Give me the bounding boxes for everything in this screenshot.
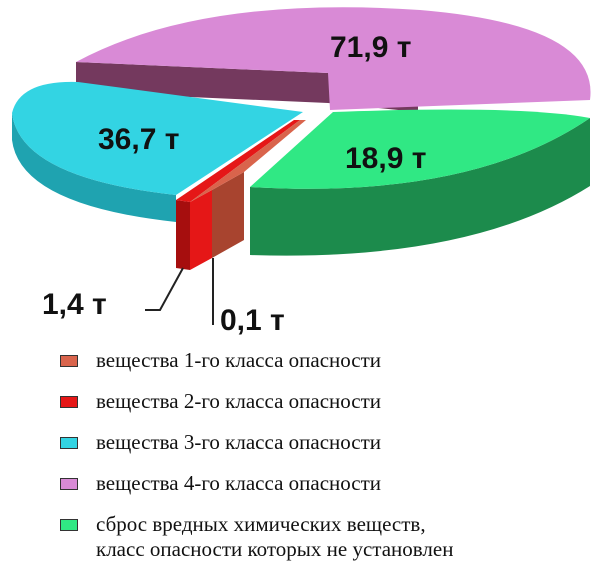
slice-side-class5 xyxy=(250,118,590,256)
slice-class3 xyxy=(12,81,303,195)
slice-side-class2 xyxy=(176,200,190,270)
slice-class5 xyxy=(250,109,590,189)
legend: вещества 1-го класса опасности вещества … xyxy=(60,348,600,562)
leader-line-class2 xyxy=(145,267,184,311)
legend-item-class4: вещества 4-го класса опасности xyxy=(60,471,600,496)
legend-swatch-class4 xyxy=(60,478,78,490)
legend-item-class1: вещества 1-го класса опасности xyxy=(60,348,600,373)
legend-item-class3: вещества 3-го класса опасности xyxy=(60,430,600,455)
legend-label-class4: вещества 4-го класса опасности xyxy=(96,471,382,495)
slice-class1 xyxy=(190,120,306,202)
slice-class2 xyxy=(176,120,300,202)
legend-label-class3: вещества 3-го класса опасности xyxy=(96,430,382,454)
slice-tops xyxy=(12,7,591,202)
slice-side-class1 xyxy=(212,172,244,258)
legend-item-class2: вещества 2-го класса опасности xyxy=(60,389,600,414)
data-label-class1: 0,1 т xyxy=(220,304,285,337)
legend-label-class1: вещества 1-го класса опасности xyxy=(96,348,382,372)
data-label-class4: 71,9 т xyxy=(330,31,411,64)
legend-label-class2: вещества 2-го класса опасности xyxy=(96,389,382,413)
legend-item-unclassified: сброс вредных химических веществ, класс … xyxy=(60,512,600,562)
data-label-class2: 1,4 т xyxy=(42,288,107,321)
legend-swatch-unclassified xyxy=(60,519,78,531)
data-label-class5: 18,9 т xyxy=(345,142,426,175)
legend-swatch-class2 xyxy=(60,396,78,408)
legend-swatch-class1 xyxy=(60,355,78,367)
slice-side-class2-front xyxy=(190,190,212,270)
legend-label-unclassified: сброс вредных химических веществ, класс … xyxy=(96,512,454,561)
slice-side-class3 xyxy=(12,113,176,222)
legend-swatch-class3 xyxy=(60,437,78,449)
data-label-class3: 36,7 т xyxy=(98,123,179,156)
pie-chart: 71,9 т 36,7 т 18,9 т 1,4 т 0,1 т xyxy=(12,7,591,337)
slice-class4 xyxy=(76,7,591,110)
